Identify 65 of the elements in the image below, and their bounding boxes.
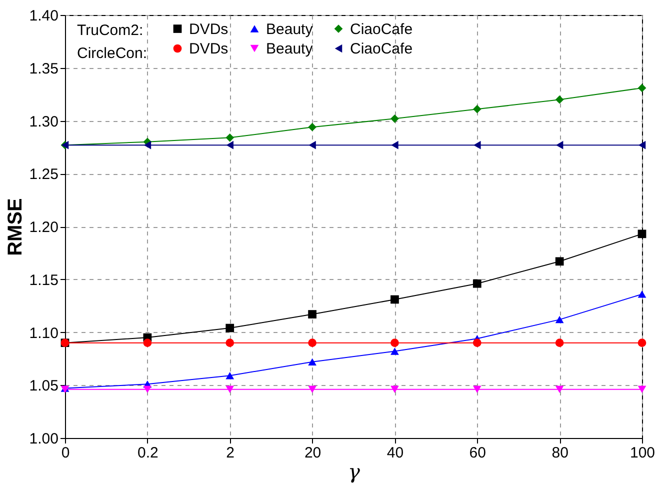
point [390,386,399,393]
point [638,230,646,238]
point [555,338,564,347]
y-tick-label: 1.25 [29,166,58,184]
y-tick-label: 1.00 [29,430,58,448]
point [308,386,316,393]
point [226,133,234,142]
x-tick-label: 100 [630,444,656,462]
point [390,114,399,123]
point [472,104,482,114]
legend-label: CiaoCafe [350,20,413,38]
point [472,338,482,347]
point [556,140,564,150]
y-tick-label: 1.20 [29,219,58,236]
point [226,338,234,347]
y-tick-label: 1.35 [29,60,58,78]
point [226,372,234,380]
point [638,290,646,298]
point [390,295,399,304]
x-tick-label: 20 [304,444,322,462]
point [638,338,646,347]
point [555,386,564,393]
y-tick-label: 1.40 [29,8,58,24]
x-tick-label: 2 [226,444,235,462]
point [472,279,482,288]
point [144,140,152,150]
legend-label: Beauty [266,40,314,58]
x-tick-label: 80 [552,444,568,462]
annotation: CircleCon: [77,45,148,62]
x-axis-title: γ [348,460,360,484]
point [308,122,316,132]
point [555,95,564,104]
y-tick-label: 1.15 [29,272,58,289]
point [308,338,316,347]
y-tick-label: 1.30 [29,113,58,130]
y-axis-title: RMSE [4,198,26,256]
point [226,140,234,150]
x-tick-label: 60 [469,444,486,462]
point [555,257,564,266]
point [226,324,234,332]
point [308,140,316,150]
x-tick-label: 40 [386,444,404,462]
point [308,358,316,366]
legend-label: DVDs [189,20,228,38]
point [390,348,399,355]
point [308,310,316,318]
x-tick-label: 0.2 [138,444,158,462]
annotation: TruCom2: [77,22,144,39]
point [143,338,152,347]
legend-label: CiaoCafe [350,40,413,58]
point [226,386,234,393]
legend-label: Beauty [266,20,314,38]
point [472,386,482,393]
y-tick-label: 1.10 [29,324,58,342]
point [391,140,398,150]
point [638,140,646,150]
point [390,338,399,347]
x-tick-label: 0 [61,444,70,462]
point [638,386,646,393]
point [638,84,646,92]
legend-label: DVDs [189,40,228,58]
y-tick-label: 1.05 [29,378,58,395]
point [474,140,481,150]
point [555,316,564,324]
point [143,386,152,393]
